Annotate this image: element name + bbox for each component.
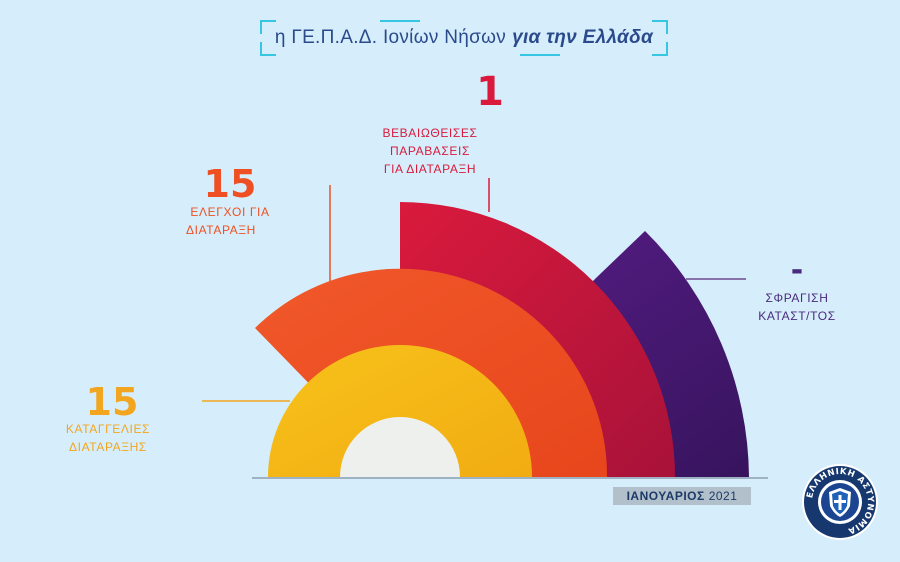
value-checks: 15 — [204, 162, 257, 206]
title-box: η ΓΕ.Π.Α.Δ. Ιονίων Νήσων για την Ελλάδα — [260, 20, 668, 56]
label-violations-1: ΒΕΒΑΙΩΘΕΙΣΕΣ — [382, 126, 477, 140]
title-prefix: η ΓΕ.Π.Α.Δ. Ιονίων Νήσων — [274, 27, 507, 48]
label-checks-2: ΔΙΑΤΑΡΑΞΗ — [186, 223, 256, 237]
label-violations-3: ΓΙΑ ΔΙΑΤΑΡΑΞΗ — [384, 162, 476, 176]
label-violations-2: ΠΑΡΑΒΑΣΕΙΣ — [390, 144, 470, 158]
value-complaints: 15 — [86, 380, 139, 424]
date-month: ΙΑΝΟΥΑΡΙΟΣ — [626, 489, 705, 503]
label-sealing-2: ΚΑΤΑΣΤ/ΤΟΣ — [758, 309, 836, 323]
label-checks-1: ΕΛΕΓΧΟΙ ΓΙΑ — [190, 205, 269, 219]
value-violations: 1 — [476, 69, 504, 115]
label-complaints-2: ΔΙΑΤΑΡΑΞΗΣ — [69, 440, 147, 454]
sector-center — [340, 417, 460, 477]
date-year: 2021 — [708, 489, 738, 503]
value-sealing: - — [791, 253, 803, 288]
label-sealing-1: ΣΦΡΑΓΙΣΗ — [766, 291, 829, 305]
date-badge: ΙΑΝΟΥΑΡΙΟΣ 2021 — [613, 487, 751, 505]
police-logo: ΕΛΛΗΝΙΚΗ ΑΣΤΥΝΟΜΙΑ — [802, 464, 878, 540]
sector-complaints — [268, 345, 532, 477]
label-complaints-1: ΚΑΤΑΓΓΕΛΙΕΣ — [66, 422, 150, 436]
title-bold: για την Ελλάδα — [512, 27, 654, 48]
